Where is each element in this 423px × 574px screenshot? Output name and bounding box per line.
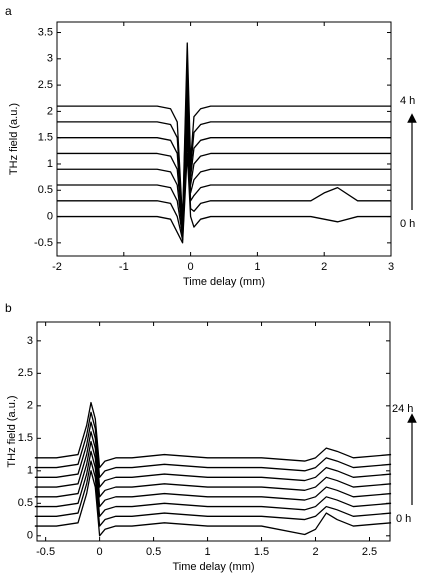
y-tick-label: 2 [27, 400, 33, 412]
x-tick-label: 2.5 [362, 546, 377, 558]
plot-frame [36, 321, 391, 542]
y-tick-label: 3 [27, 335, 33, 347]
trace [57, 42, 391, 222]
x-tick-label: 1 [254, 261, 260, 273]
x-tick-label: 3 [388, 261, 394, 273]
time-annotation: 0 h [400, 218, 415, 230]
y-tick-label: 1 [27, 465, 33, 477]
y-axis-label: THz field (a.u.) [8, 103, 20, 175]
trace [34, 421, 392, 488]
panel-label: b [5, 301, 12, 315]
x-tick-label: 2 [321, 261, 327, 273]
x-tick-label: 0.5 [146, 546, 161, 558]
y-tick-label: 3 [47, 53, 53, 65]
y-tick-label: 2.5 [38, 79, 53, 91]
trace [57, 152, 391, 244]
panel-label: a [5, 4, 12, 18]
y-tick-label: 0 [27, 530, 33, 542]
x-tick-label: -2 [52, 261, 62, 273]
time-annotation: 4 h [400, 95, 415, 107]
trace [34, 431, 392, 498]
trace [34, 450, 392, 517]
trace [57, 121, 391, 238]
x-axis-label: Time delay (mm) [172, 561, 254, 573]
y-tick-label: 1.5 [18, 432, 33, 444]
trace [57, 73, 391, 228]
trace [57, 89, 391, 231]
x-tick-label: -1 [119, 261, 129, 273]
y-tick-label: -0.5 [34, 237, 53, 249]
plot-frame [56, 21, 392, 257]
x-tick-label: 0 [188, 261, 194, 273]
trace [57, 58, 391, 225]
y-tick-label: 1 [47, 158, 53, 170]
trace [57, 105, 391, 235]
x-tick-label: 1.5 [254, 546, 269, 558]
x-axis-label: Time delay (mm) [183, 276, 265, 288]
trace [34, 411, 392, 478]
y-tick-label: 3.5 [38, 26, 53, 38]
time-annotation: 0 h [396, 513, 411, 525]
trace [34, 470, 392, 537]
y-tick-label: 1.5 [38, 132, 53, 144]
x-tick-label: -0.5 [36, 546, 55, 558]
trace [57, 137, 391, 241]
y-tick-label: 2 [47, 105, 53, 117]
x-tick-label: 0 [97, 546, 103, 558]
trace [34, 440, 392, 508]
y-tick-label: 0.5 [18, 497, 33, 509]
time-annotation: 24 h [392, 403, 413, 415]
trace [34, 460, 392, 527]
x-tick-label: 1 [205, 546, 211, 558]
x-tick-label: 2 [312, 546, 318, 558]
y-tick-label: 2.5 [18, 367, 33, 379]
y-axis-label: THz field (a.u.) [6, 395, 18, 467]
y-tick-label: 0 [47, 210, 53, 222]
y-tick-label: 0.5 [38, 184, 53, 196]
trace [34, 401, 392, 469]
